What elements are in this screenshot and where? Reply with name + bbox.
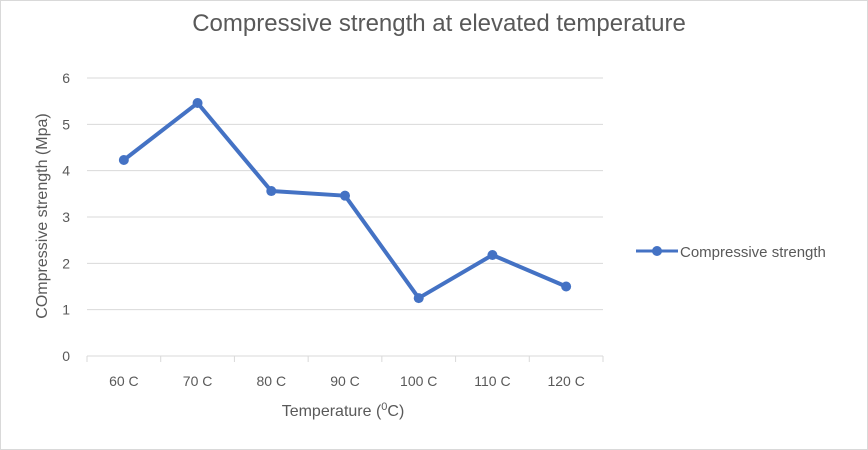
x-tick-label: 70 C (183, 373, 213, 389)
y-tick-label: 4 (62, 163, 70, 179)
y-tick-label: 2 (62, 255, 70, 271)
x-tick-label: 90 C (330, 373, 360, 389)
x-axis-title-end: C) (387, 403, 404, 420)
x-axis-title-superscript: 0 (381, 401, 387, 413)
data-point (487, 249, 498, 260)
data-point (561, 281, 572, 292)
legend-marker (652, 246, 662, 256)
x-axis: 60 C 70 C 80 C 90 C 100 C 110 C 120 C (86, 355, 604, 389)
x-tick-label: 110 C (474, 373, 510, 389)
y-tick-label: 6 (62, 70, 70, 86)
y-tick-label: 1 (62, 302, 70, 318)
y-tick-label: 5 (62, 116, 70, 132)
x-tick-label: 80 C (256, 373, 286, 389)
x-axis-title-main: Temperature ( (282, 403, 382, 420)
x-tick-label: 60 C (109, 373, 139, 389)
legend: Compressive strength (636, 244, 826, 261)
data-point (266, 186, 277, 197)
y-tick-label: 0 (62, 348, 70, 364)
x-tick-label: 120 C (547, 373, 584, 389)
x-tick-label: 100 C (400, 373, 437, 389)
series-compressive-strength (118, 98, 572, 304)
data-point (192, 98, 203, 109)
legend-label: Compressive strength (680, 244, 826, 261)
data-point (340, 190, 350, 201)
x-axis-title: Temperature (0C) (282, 401, 405, 420)
data-point (413, 293, 424, 304)
y-axis-title: COmpressive strength (Mpa) (34, 113, 51, 318)
y-axis-ticks: 0 1 2 3 4 5 6 (62, 70, 70, 364)
data-point (118, 155, 129, 166)
chart-title: Compressive strength at elevated tempera… (192, 10, 686, 37)
y-tick-label: 3 (62, 209, 70, 225)
